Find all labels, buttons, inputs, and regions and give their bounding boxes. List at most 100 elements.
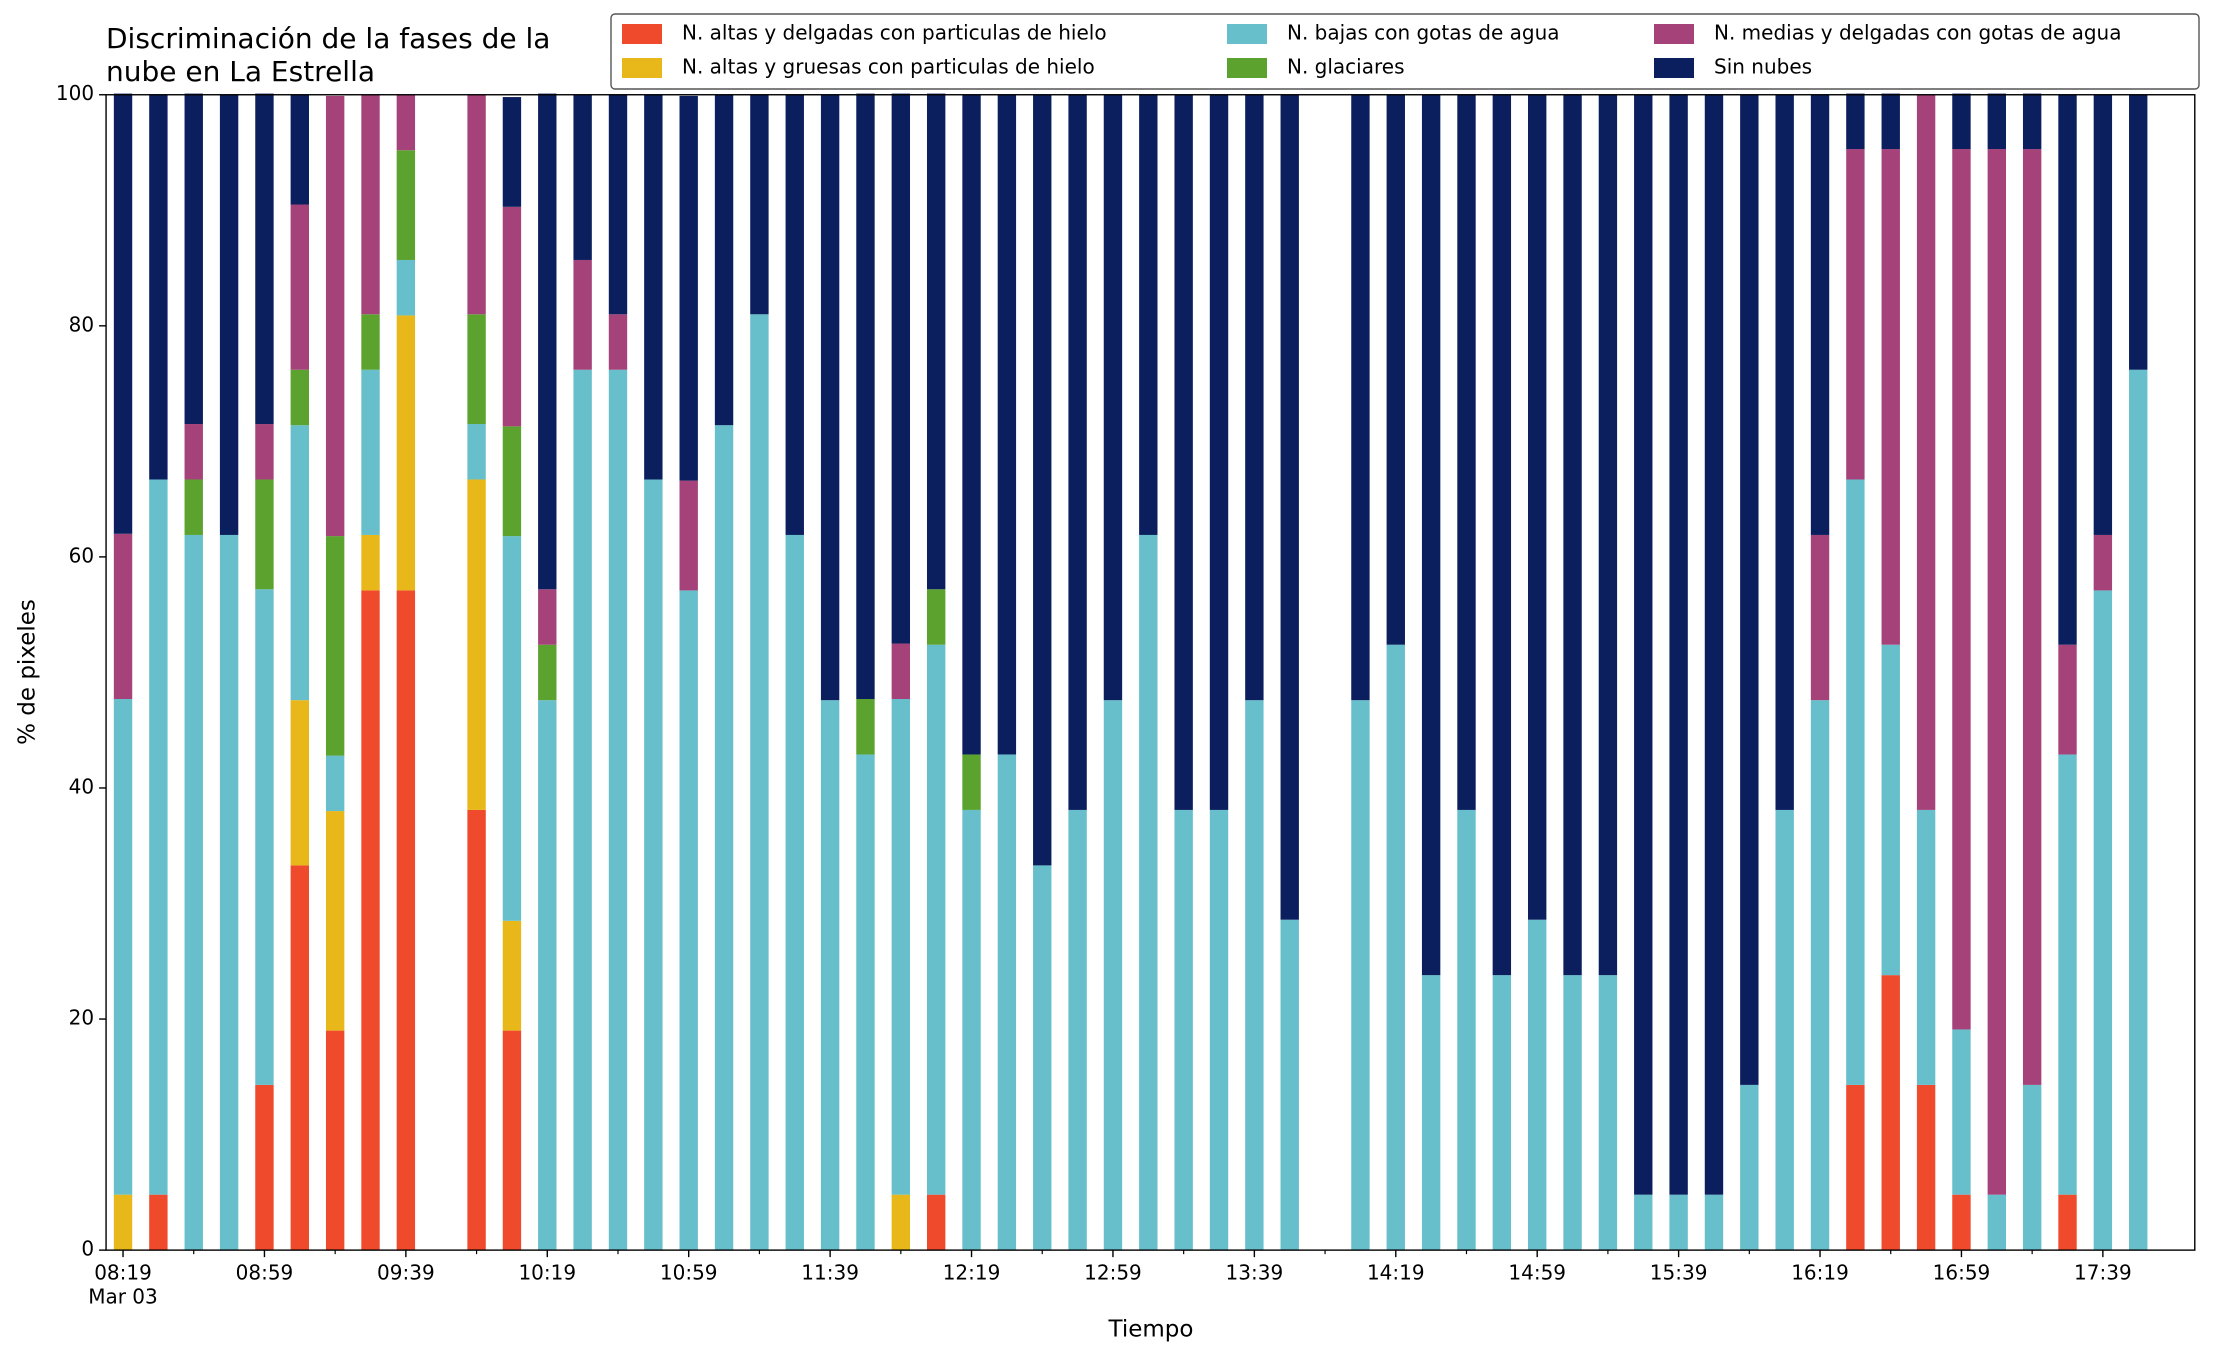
bar-segment	[1033, 94, 1052, 866]
bar-segment	[255, 479, 274, 590]
x-tick-label: 10:59	[660, 1261, 718, 1285]
bar-segment	[1528, 919, 1547, 1251]
bar-segment	[2022, 1084, 2042, 1251]
bar-segment	[1952, 149, 1971, 1030]
bar-segment	[2093, 94, 2113, 535]
bar-segment	[113, 93, 133, 534]
bar-segment	[1952, 1194, 1971, 1251]
legend-label: N. glaciares	[1287, 55, 1405, 79]
y-tick-label: 20	[69, 1006, 94, 1030]
bar-segment	[1704, 94, 1724, 1195]
bar-segment	[325, 811, 345, 1031]
bar-segment	[2022, 93, 2042, 150]
bar-segment	[538, 644, 557, 701]
bar-segment	[1245, 94, 1264, 701]
bar-segment	[2058, 1194, 2077, 1251]
bar-segment	[184, 534, 203, 1251]
bar-segment	[1810, 700, 1830, 1251]
bar-segment	[1598, 975, 1618, 1251]
bar-segment	[2058, 94, 2077, 645]
bar-segment	[1810, 94, 1830, 535]
bar-segment	[502, 1030, 522, 1251]
bar-segment	[1740, 1084, 1759, 1251]
bar-segment	[538, 589, 557, 645]
bar-segment	[1669, 94, 1688, 1195]
bar-segment	[255, 1084, 274, 1251]
bar-segment	[502, 920, 522, 1031]
legend-swatch	[1227, 58, 1267, 78]
bar-segment	[1280, 919, 1299, 1251]
bar-segment	[1492, 94, 1512, 976]
bar-segment	[1634, 94, 1653, 1195]
bar-segment	[361, 590, 380, 1251]
bar-segment	[573, 259, 592, 370]
bar-segment	[502, 97, 522, 207]
bar-segment	[149, 479, 168, 1195]
date-label: Mar 03	[88, 1285, 158, 1309]
bar-segment	[361, 314, 380, 370]
bar-segment	[467, 479, 486, 810]
bar-segment	[325, 95, 345, 537]
bar-segment	[1634, 1194, 1653, 1251]
x-tick-label: 15:39	[1650, 1261, 1708, 1285]
bar-segment	[820, 700, 840, 1251]
bar-segment	[608, 94, 628, 315]
bar-segment	[219, 94, 239, 535]
bar-segment	[1103, 700, 1123, 1251]
bar-segment	[1209, 809, 1229, 1251]
bar-segment	[361, 94, 380, 315]
bar-segment	[1669, 1194, 1688, 1251]
bar-segment	[785, 534, 804, 1251]
bar-segment	[1280, 94, 1299, 920]
bar-segment	[502, 536, 522, 921]
x-tick-label: 08:19	[94, 1261, 152, 1285]
bar-segment	[750, 94, 769, 315]
bar-segment	[1846, 93, 1865, 150]
bar-segment	[1528, 94, 1547, 920]
bar-segment	[1421, 975, 1441, 1251]
bar-segment	[1881, 975, 1900, 1251]
x-tick-label: 09:39	[377, 1261, 435, 1285]
bar-segment	[1987, 93, 2006, 150]
bar-segment	[1351, 700, 1370, 1251]
bar-segment	[255, 93, 274, 425]
bar-segment	[926, 589, 946, 645]
bar-segment	[1386, 644, 1405, 1251]
x-tick-label: 14:59	[1508, 1261, 1566, 1285]
bar-segment	[856, 699, 875, 755]
bar-segment	[361, 369, 380, 535]
bar-segment	[679, 480, 698, 591]
chart-title: Discriminación de la fases de la nube en…	[106, 22, 551, 88]
legend-swatch	[1654, 24, 1694, 44]
bar-segment	[891, 643, 911, 700]
bar-segment	[113, 1194, 133, 1251]
legend-label: N. medias y delgadas con gotas de agua	[1714, 21, 2122, 45]
bar-segment	[1952, 93, 1971, 150]
bar-segment	[290, 700, 309, 866]
bar-segment	[1492, 975, 1512, 1251]
bar-segment	[891, 93, 911, 644]
bar-segment	[1421, 94, 1441, 976]
bar-segment	[891, 699, 911, 1195]
x-axis-label: Tiempo	[1108, 1317, 1194, 1343]
bar-segment	[2129, 94, 2148, 370]
bar-segment	[1245, 700, 1264, 1251]
bar-segment	[1810, 534, 1830, 701]
bar-segment	[1846, 149, 1865, 480]
bar-segment	[1846, 1084, 1865, 1251]
x-tick-label: 16:59	[1933, 1261, 1991, 1285]
bar-segment	[750, 314, 769, 1251]
x-tick-label: 17:39	[2074, 1261, 2132, 1285]
bar-segment	[1174, 94, 1193, 810]
bar-segment	[290, 865, 309, 1251]
bar-segment	[1457, 809, 1476, 1251]
bar-segment	[926, 1194, 946, 1251]
bar-segment	[1987, 1194, 2006, 1251]
bar-segment	[1775, 809, 1794, 1251]
bar-segment	[785, 94, 804, 535]
bar-segment	[184, 424, 203, 480]
y-axis-label: % de pixeles	[15, 599, 41, 745]
bar-segment	[2093, 534, 2113, 591]
bar-segment	[2022, 149, 2042, 1085]
